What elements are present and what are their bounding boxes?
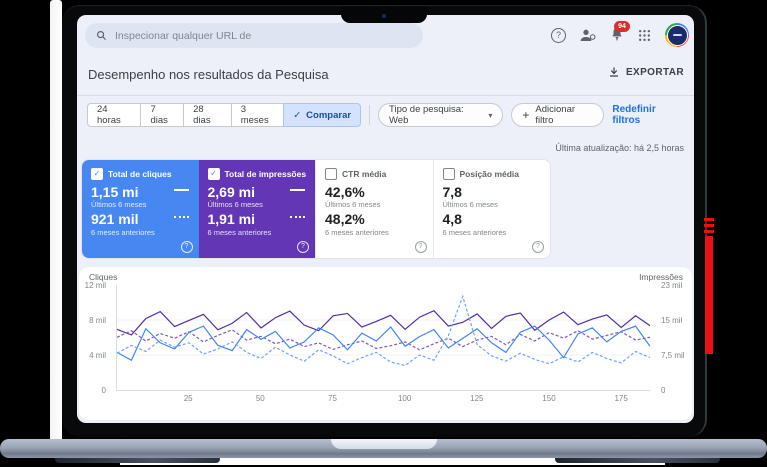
right-axis-title: Impressões: [639, 272, 683, 282]
laptop-bezel: Inspecionar qualquer URL de ? 94 Desempe…: [62, 5, 707, 437]
card-avg-position[interactable]: Posição média 7,8 Últimos 6 meses 4,8 6 me…: [432, 160, 551, 258]
solid-line-indicator: [173, 189, 189, 191]
axis-tick-label: 4 mil: [89, 350, 106, 360]
axis-tick-label: 175: [614, 394, 628, 403]
x-axis-ticks: 25 50 75 100 125 150 175: [116, 394, 650, 406]
notifications-bell[interactable]: 94: [610, 21, 630, 44]
axis-tick-label: 25: [183, 394, 193, 403]
chart-plot-area[interactable]: [116, 285, 650, 391]
date-range-group: 24 horas 7 dias 28 dias 3 meses ✓ Compar…: [87, 103, 362, 127]
card-total-clicks[interactable]: ✓ Total de cliques 1,15 mi Últimos 6 meses…: [82, 160, 199, 258]
axis-tick-label: 8 mil: [89, 315, 106, 325]
help-icon[interactable]: ?: [297, 241, 309, 253]
checkbox[interactable]: [325, 168, 337, 180]
laptop-edge-highlight: [50, 0, 62, 446]
metric-value-previous: 1,91 mi: [207, 211, 255, 228]
metric-cards-panel: ✓ Total de cliques 1,15 mi Últimos 6 meses…: [81, 159, 551, 259]
add-filter-button[interactable]: + Adicionar filtro: [511, 103, 605, 127]
search-type-dropdown[interactable]: Tipo de pesquisa: Web ▾: [378, 103, 504, 127]
laptop-foot-right: [555, 455, 720, 463]
checkbox[interactable]: ✓: [207, 168, 220, 180]
top-app-bar: Inspecionar qualquer URL de ? 94: [77, 15, 694, 55]
compare-chip[interactable]: ✓ Comparar: [283, 103, 362, 127]
chevron-down-icon: ▾: [488, 110, 493, 120]
card-total-impressions[interactable]: ✓ Total de impressões 2,69 mi Últimos 6 me…: [198, 160, 315, 258]
left-axis-ticks: 12 mil 8 mil 4 mil 0: [79, 267, 112, 420]
filter-bar: 24 horas 7 dias 28 dias 3 meses ✓ Compar…: [87, 103, 684, 127]
axis-tick-label: 150: [542, 394, 556, 403]
range-7d-chip[interactable]: 7 dias: [140, 103, 185, 127]
apps-grid-icon[interactable]: [638, 29, 651, 42]
solid-line-indicator: [290, 189, 305, 191]
url-inspect-search-input[interactable]: Inspecionar qualquer URL de: [85, 23, 423, 48]
chart-line: [117, 311, 650, 335]
axis-tick-label: 0: [101, 385, 106, 395]
surface-reflection: [120, 456, 665, 465]
laptop-notch: [340, 6, 427, 23]
metric-value-current: 2,69 mi: [207, 184, 255, 200]
last-update-text: Última atualização: há 2,5 horas: [555, 143, 684, 153]
check-icon: ✓: [293, 109, 302, 121]
axis-tick-label: 50: [255, 394, 265, 403]
plus-icon: +: [522, 108, 530, 122]
dotted-line-indicator: [290, 216, 305, 219]
dotted-line-indicator: [173, 216, 189, 219]
help-icon[interactable]: ?: [532, 241, 544, 253]
laptop-foot-left: [55, 455, 220, 463]
notification-badge: 94: [614, 21, 630, 32]
help-icon[interactable]: ?: [414, 241, 427, 253]
search-console-app: Inspecionar qualquer URL de ? 94 Desempe…: [77, 15, 694, 423]
webcam-icon: [381, 14, 386, 18]
metric-value-previous: 921 mil: [91, 211, 139, 228]
user-settings-icon[interactable]: [580, 28, 596, 42]
metric-value-previous: 4,8: [442, 211, 462, 228]
metric-value-previous: 48,2%: [325, 211, 365, 228]
chart-line: [117, 326, 650, 360]
axis-tick-label: 23 mil: [661, 280, 683, 290]
chart-line: [117, 330, 650, 350]
range-24h-chip[interactable]: 24 horas: [87, 103, 142, 127]
left-axis-title: Cliques: [89, 272, 118, 282]
divider: [369, 105, 371, 125]
laptop-base: [0, 439, 767, 458]
avatar[interactable]: [665, 23, 689, 47]
checkbox[interactable]: ✓: [91, 168, 103, 180]
checkbox[interactable]: [442, 168, 455, 180]
card-avg-ctr[interactable]: CTR média 42,6% Últimos 6 meses 48,2% 6 me…: [315, 160, 433, 258]
chart-line: [117, 296, 650, 365]
reset-filters-link[interactable]: Redefinir filtros: [612, 104, 656, 126]
axis-tick-label: 100: [397, 394, 412, 403]
metric-value-current: 7,8: [442, 184, 462, 200]
right-axis-ticks: 23 mil 15 mil 7,5 mil 0: [654, 267, 692, 420]
page-title: Desempenho nos resultados da Pesquisa: [88, 67, 329, 82]
metric-value-current: 42,6%: [325, 184, 365, 200]
search-icon: [97, 31, 107, 41]
laptop-thumb-scoop: [330, 439, 437, 449]
help-icon[interactable]: ?: [180, 241, 193, 253]
metric-value-current: 1,15 mi: [91, 184, 139, 200]
export-button[interactable]: EXPORTAR: [608, 66, 684, 78]
help-icon[interactable]: ?: [551, 27, 566, 43]
axis-tick-label: 12 mil: [84, 280, 106, 290]
axis-tick-label: 15 mil: [661, 315, 683, 325]
range-3m-chip[interactable]: 3 meses: [230, 103, 285, 127]
axis-tick-label: 7,5 mil: [661, 350, 685, 360]
report-header: Desempenho nos resultados da Pesquisa EX…: [77, 55, 694, 96]
axis-tick-label: 125: [470, 394, 484, 403]
download-icon: [609, 67, 618, 77]
performance-chart: Cliques Impressões 12 mil 8 mil 4 mil 0 23 …: [79, 267, 692, 420]
axis-tick-label: 0: [661, 385, 666, 395]
range-28d-chip[interactable]: 28 dias: [183, 103, 232, 127]
search-placeholder: Inspecionar qualquer URL de: [115, 29, 252, 42]
axis-tick-label: 75: [328, 394, 337, 403]
